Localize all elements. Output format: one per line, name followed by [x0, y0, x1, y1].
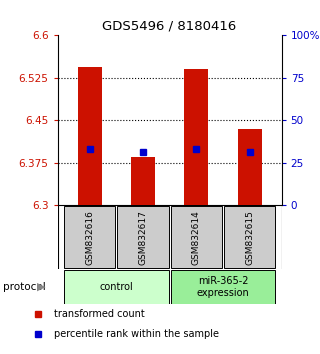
Bar: [117, 206, 169, 268]
Text: percentile rank within the sample: percentile rank within the sample: [54, 329, 220, 339]
Bar: [64, 270, 169, 304]
Text: GSM832616: GSM832616: [85, 210, 94, 265]
Text: protocol: protocol: [3, 282, 46, 292]
Bar: [64, 206, 115, 268]
Bar: [184, 69, 208, 205]
Title: GDS5496 / 8180416: GDS5496 / 8180416: [102, 20, 237, 33]
Bar: [171, 270, 275, 304]
Text: transformed count: transformed count: [54, 309, 145, 319]
Text: GSM832614: GSM832614: [192, 210, 201, 264]
Bar: [224, 206, 275, 268]
Bar: [237, 129, 261, 205]
Text: ▶: ▶: [37, 282, 46, 292]
Bar: [131, 157, 155, 205]
Text: miR-365-2
expression: miR-365-2 expression: [196, 276, 249, 298]
Text: GSM832615: GSM832615: [245, 210, 254, 265]
Text: control: control: [100, 282, 133, 292]
Bar: [171, 206, 222, 268]
Bar: [77, 67, 102, 205]
Text: GSM832617: GSM832617: [139, 210, 148, 265]
